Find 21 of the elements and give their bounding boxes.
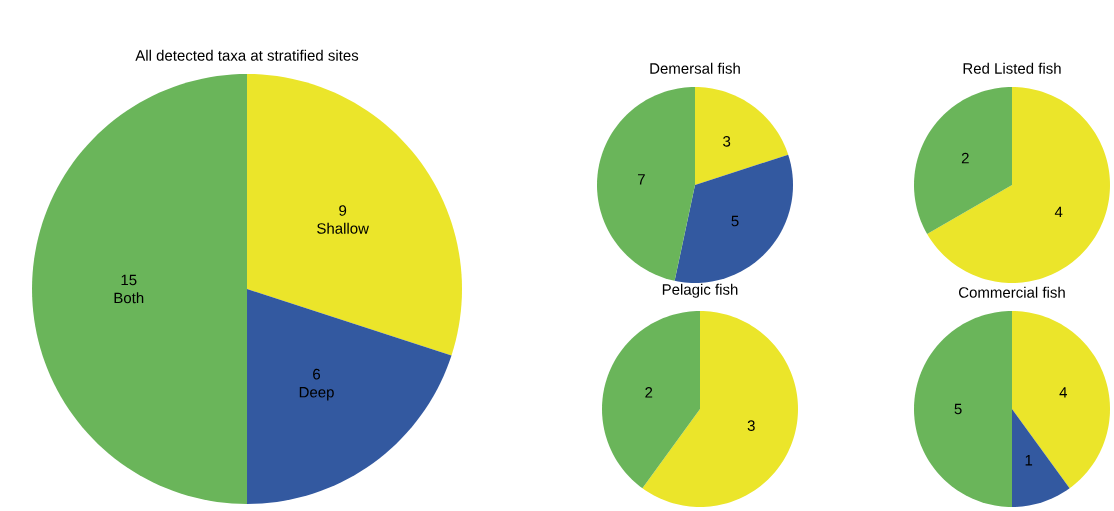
data-label: 6	[313, 368, 321, 380]
chart-title: Red Listed fish	[963, 62, 1061, 74]
data-label: 7	[638, 174, 645, 185]
data-label: 5	[731, 215, 739, 227]
data-label: 1	[1025, 455, 1033, 466]
data-label: 3	[723, 136, 731, 147]
chart-title: Demersal fish	[650, 62, 740, 74]
chart-title: All detected taxa at stratified sites	[135, 49, 359, 61]
data-label: 4	[1054, 206, 1063, 218]
slice-label: Both	[114, 292, 144, 304]
data-label: 2	[961, 152, 969, 164]
data-label: 5	[954, 403, 962, 415]
data-label: 2	[645, 387, 653, 398]
chart-title: Commercial fish	[959, 286, 1065, 298]
slice-label: Deep	[299, 387, 334, 401]
data-label: 4	[1059, 387, 1067, 398]
data-label: 3	[747, 420, 755, 431]
data-label: 9	[339, 205, 347, 216]
chart-title: Pelagic fish	[662, 283, 738, 298]
data-label: 15	[121, 274, 137, 286]
slice-label: Shallow	[317, 222, 369, 234]
